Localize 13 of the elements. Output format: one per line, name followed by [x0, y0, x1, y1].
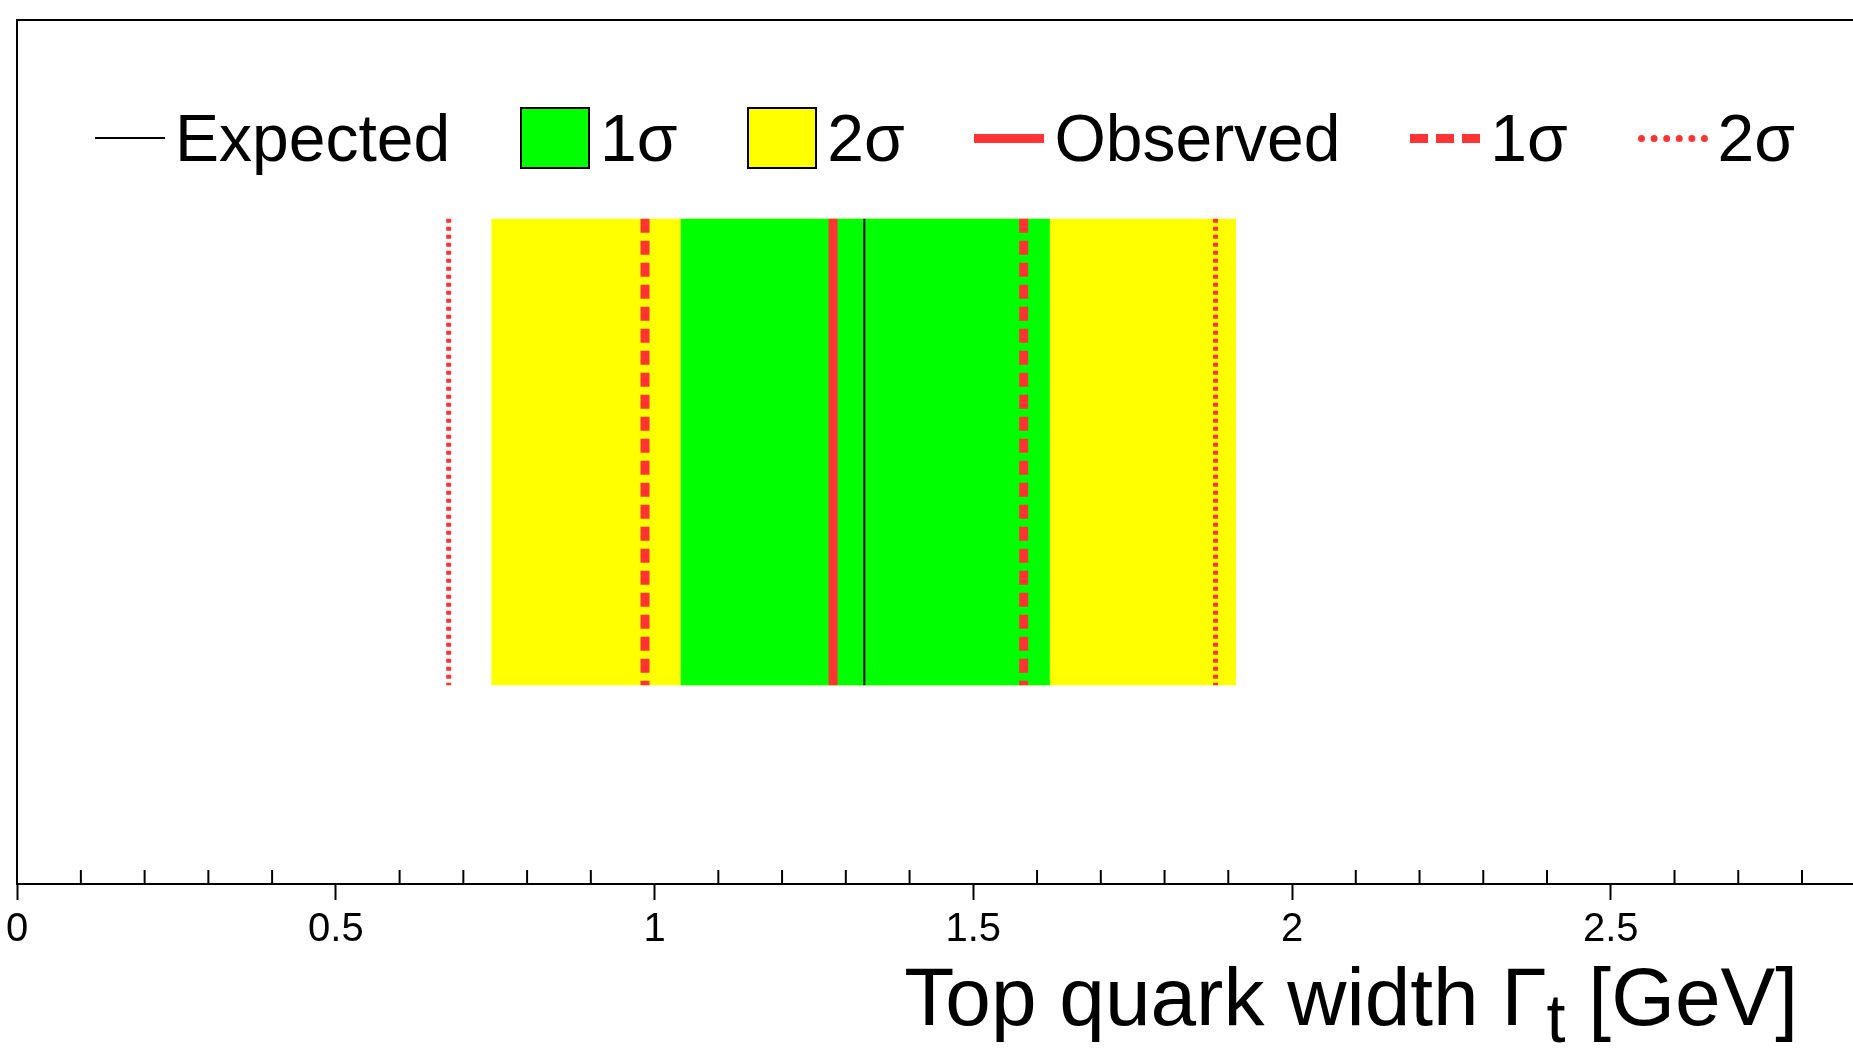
legend-label: Observed [1054, 100, 1341, 176]
x-tick-label: 2.5 [1582, 905, 1639, 950]
legend-label: 1σ [599, 100, 678, 176]
x-tick-label: 1 [643, 905, 666, 950]
x-tick-label: 0.5 [308, 905, 364, 950]
legend-label: 2σ [1717, 100, 1795, 176]
x-tick-label: 1.5 [945, 905, 1002, 950]
legend-label: 1σ [1490, 100, 1568, 176]
legend-label: Expected [175, 100, 451, 176]
x-axis-title: Top quark width Γ$_{t}$ [GeV] [904, 950, 1798, 1050]
x-tick-label: 2 [1280, 905, 1304, 950]
x-tick-label: 0 [6, 905, 29, 950]
legend-label: 2σ [827, 100, 905, 176]
